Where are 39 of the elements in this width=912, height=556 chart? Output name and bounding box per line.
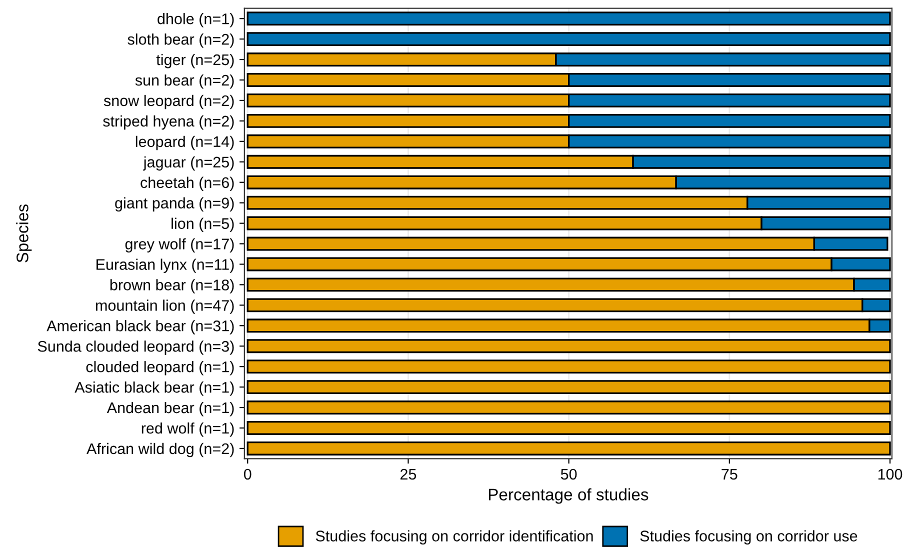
x-tick-label: 75	[722, 468, 738, 480]
x-tick-label: 100	[878, 468, 902, 480]
bar	[246, 360, 891, 374]
bar	[246, 339, 891, 354]
y-tick-label: Eurasian lynx (n=11)	[96, 258, 234, 273]
bar	[246, 32, 891, 46]
y-tick-label: giant panda (n=9)	[115, 197, 234, 212]
y-tick-label: Sunda clouded leopard (n=3)	[38, 340, 234, 355]
x-tick-label: 50	[560, 468, 577, 480]
y-tick-label: lion (n=5)	[172, 218, 234, 232]
y-tick-label: sun bear (n=2)	[135, 74, 234, 89]
y-tick-label: striped hyena (n=2)	[103, 115, 234, 130]
y-tick-label: cheetah (n=6)	[140, 176, 234, 192]
y-tick-label: tiger (n=25)	[156, 54, 234, 68]
y-tick-label: red wolf (n=1)	[142, 422, 234, 437]
y-tick-label: sloth bear (n=2)	[128, 34, 234, 48]
y-tick-label: American black bear (n=31)	[46, 320, 234, 334]
bar	[246, 441, 891, 456]
bar	[246, 400, 891, 414]
legend-label: Studies focusing on corridor identification	[316, 530, 593, 544]
x-tick-label: 25	[400, 468, 416, 480]
y-tick-label: jaguar (n=25)	[143, 156, 234, 171]
bar	[246, 12, 891, 26]
y-tick-label: Andean bear (n=1)	[106, 402, 234, 416]
y-tick-label: clouded leopard (n=1)	[86, 361, 234, 376]
y-tick-label: Asiatic black bear (n=1)	[74, 382, 234, 396]
y-tick-label: snow leopard (n=2)	[104, 94, 234, 110]
bar	[246, 380, 891, 394]
y-tick-label: dhole (n=1)	[158, 13, 234, 28]
x-tick-label: 0	[244, 468, 252, 480]
y-tick-label: brown bear (n=18)	[110, 279, 234, 294]
bar	[246, 421, 891, 435]
x-axis-title: Percentage of studies	[488, 488, 648, 504]
y-tick-label: leopard (n=14)	[136, 136, 234, 150]
y-tick-label: African wild dog (n=2)	[86, 442, 234, 458]
y-tick-label: mountain lion (n=47)	[96, 300, 234, 314]
y-tick-label: grey wolf (n=17)	[125, 238, 234, 252]
y-axis-title: Species	[16, 204, 32, 262]
legend-label: Studies focusing on corridor use	[640, 530, 858, 544]
